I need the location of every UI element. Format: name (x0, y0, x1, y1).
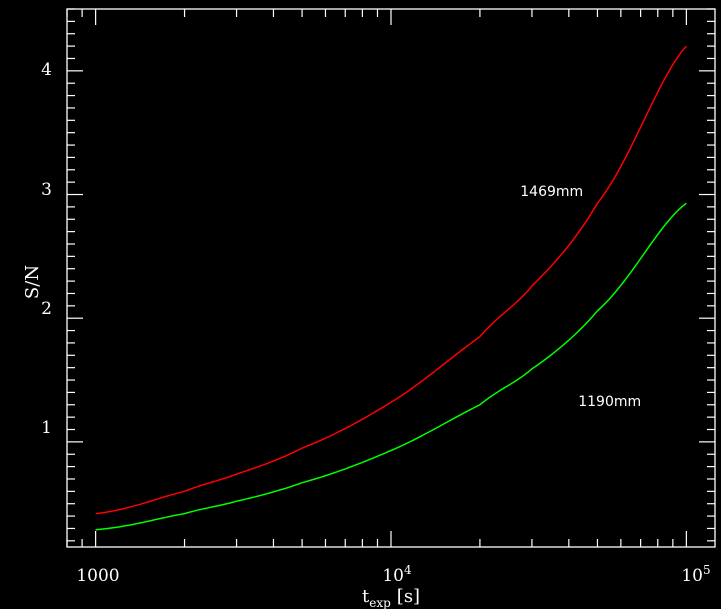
x-axis-title: texp [s] (362, 586, 420, 609)
series-label-1469mm: 1469mm (520, 184, 583, 200)
y-tick-label-1: 1 (41, 418, 52, 438)
x-tick-label-1000: 1000 (76, 566, 119, 586)
series-label-1190mm: 1190mm (578, 394, 641, 410)
x-tick-label-10000: 104 (382, 563, 412, 586)
series-line-1190mm (95, 202, 687, 531)
y-tick-label-2: 2 (41, 299, 52, 319)
series-lines (95, 45, 687, 531)
series-line-1469mm (95, 45, 687, 515)
y-axis-title: S/N (22, 265, 43, 299)
y-tick-label-3: 3 (41, 180, 52, 200)
plot-frame (66, 8, 716, 548)
axis-ticks (66, 8, 715, 547)
y-tick-label-4: 4 (41, 60, 52, 80)
x-tick-label-100000: 105 (681, 563, 710, 586)
